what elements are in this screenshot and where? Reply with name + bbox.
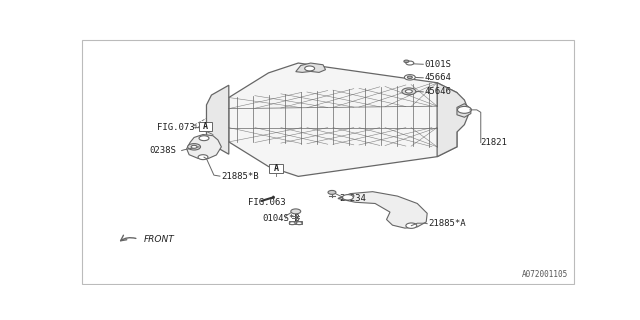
Text: 45664: 45664	[424, 73, 451, 82]
Circle shape	[188, 144, 200, 150]
Polygon shape	[437, 83, 469, 157]
Circle shape	[406, 61, 414, 65]
Circle shape	[404, 75, 415, 80]
Polygon shape	[187, 134, 221, 159]
Bar	[269, 164, 284, 173]
Circle shape	[458, 107, 471, 113]
Text: A072001105: A072001105	[522, 270, 568, 279]
Polygon shape	[457, 104, 471, 117]
Text: 24234: 24234	[339, 194, 366, 203]
Circle shape	[289, 222, 295, 225]
Polygon shape	[296, 63, 326, 72]
Circle shape	[408, 76, 412, 79]
Circle shape	[198, 155, 208, 160]
Text: 21885*B: 21885*B	[221, 172, 259, 180]
Circle shape	[199, 136, 209, 141]
Circle shape	[404, 60, 409, 62]
Polygon shape	[338, 192, 428, 228]
Polygon shape	[207, 85, 229, 154]
Text: FIG.073: FIG.073	[157, 123, 195, 132]
Text: 45646: 45646	[424, 87, 451, 96]
Circle shape	[191, 145, 197, 148]
Circle shape	[296, 222, 302, 225]
Polygon shape	[289, 221, 302, 224]
Circle shape	[305, 66, 315, 71]
Circle shape	[406, 223, 417, 228]
Text: A: A	[203, 122, 208, 131]
Circle shape	[328, 190, 336, 194]
Text: A: A	[274, 164, 279, 173]
Bar	[198, 122, 212, 131]
Text: 21821: 21821	[481, 138, 508, 147]
Circle shape	[342, 195, 353, 200]
Circle shape	[405, 90, 412, 93]
Polygon shape	[229, 63, 457, 176]
Text: FIG.063: FIG.063	[248, 198, 285, 207]
Text: 0238S: 0238S	[150, 146, 176, 155]
Circle shape	[402, 88, 416, 95]
Circle shape	[291, 209, 301, 214]
Text: 0104S*B: 0104S*B	[262, 214, 300, 223]
Text: FRONT: FRONT	[143, 236, 174, 244]
Text: 0101S: 0101S	[424, 60, 451, 69]
Text: 21885*A: 21885*A	[428, 219, 466, 228]
